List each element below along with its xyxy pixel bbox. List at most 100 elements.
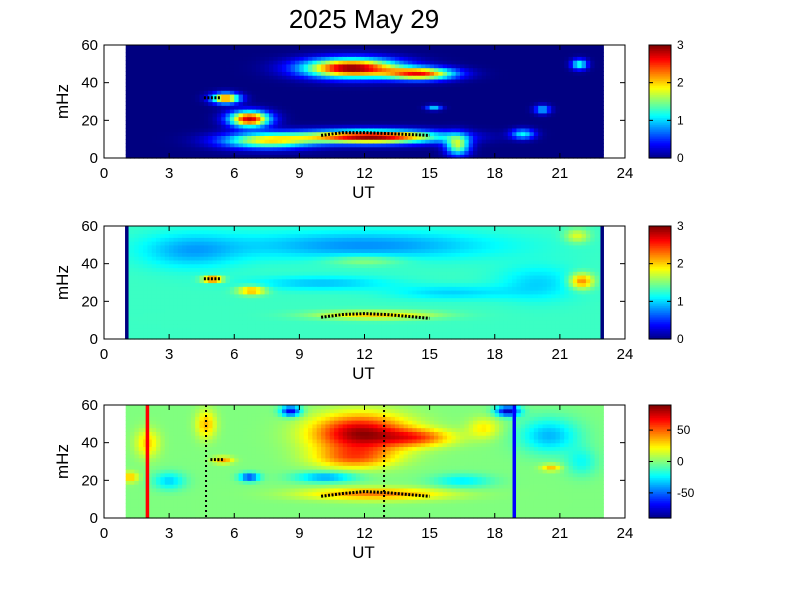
heatmap-cell (130, 335, 135, 340)
heatmap-cell (282, 139, 287, 144)
heatmap-cell (433, 78, 439, 84)
heatmap-cell (195, 274, 201, 280)
heatmap-cell (130, 282, 135, 287)
heatmap-cell (156, 82, 162, 88)
heatmap-cell (299, 97, 305, 103)
heatmap-cell (373, 124, 379, 129)
heatmap-cell (282, 48, 287, 54)
heatmap-cell (308, 237, 313, 242)
heatmap-cell (225, 86, 231, 91)
heatmap-cell (186, 116, 192, 121)
heatmap-cell (486, 139, 492, 144)
heatmap-cell (147, 305, 153, 310)
heatmap-cell (334, 297, 340, 302)
heatmap-cell (585, 45, 591, 50)
heatmap-cell (221, 229, 227, 235)
heatmap-cell (303, 229, 309, 235)
heatmap-cell (499, 101, 505, 106)
heatmap-cell (130, 60, 135, 65)
heatmap-cell (225, 142, 231, 148)
heatmap-cell (373, 105, 379, 110)
heatmap-cell (316, 263, 322, 269)
heatmap-cell (334, 320, 340, 325)
heatmap-cell (260, 82, 266, 88)
heatmap-cell (373, 48, 379, 54)
heatmap-cell (173, 56, 179, 61)
heatmap-cell (451, 154, 457, 159)
heatmap-cell (342, 105, 348, 110)
heatmap-cell (373, 150, 379, 155)
heatmap-cell (264, 331, 270, 336)
heatmap-cell (130, 327, 135, 333)
heatmap-cell (529, 93, 535, 99)
heatmap-cell (486, 56, 492, 61)
heatmap-cell (190, 320, 196, 325)
heatmap-cell (216, 327, 222, 333)
heatmap-cell (299, 282, 305, 287)
heatmap-cell (195, 146, 201, 152)
heatmap-cell (525, 82, 531, 88)
heatmap-cell (299, 124, 305, 129)
heatmap-cell (473, 97, 478, 103)
heatmap-cell (134, 116, 140, 121)
heatmap-cell (186, 237, 192, 242)
heatmap-cell (325, 150, 331, 155)
heatmap-cell (268, 290, 274, 295)
heatmap-cell (460, 97, 465, 103)
heatmap-cell (299, 135, 305, 140)
heatmap-cell (173, 256, 179, 261)
heatmap-cell (208, 127, 214, 133)
heatmap-cell (242, 124, 248, 129)
heatmap-cell (338, 139, 344, 144)
heatmap-cell (490, 75, 496, 80)
heatmap-cell (312, 82, 318, 88)
heatmap-cell (130, 286, 135, 291)
heatmap-cell (156, 274, 162, 280)
heatmap-cell (559, 116, 565, 121)
heatmap-cell (312, 312, 318, 317)
heatmap-cell (208, 116, 214, 121)
heatmap-cell (173, 86, 179, 91)
heatmap-cell (399, 90, 405, 95)
heatmap-cell (308, 105, 313, 110)
heatmap-cell (559, 101, 565, 106)
heatmap-cell (164, 154, 170, 159)
heatmap-cell (546, 97, 552, 103)
heatmap-cell (568, 97, 574, 103)
heatmap-cell (507, 120, 513, 125)
heatmap-cell (160, 78, 166, 84)
heatmap-cell (559, 86, 565, 91)
heatmap-cell (425, 82, 431, 88)
heatmap-cell (190, 256, 196, 261)
heatmap-cell (590, 67, 596, 72)
heatmap-cell (590, 150, 596, 155)
heatmap-cell (143, 75, 149, 80)
colorbar-step (649, 145, 671, 149)
heatmap-cell (238, 312, 244, 317)
heatmap-cell (247, 301, 253, 306)
heatmap-cell (264, 150, 270, 155)
heatmap-cell (516, 112, 522, 118)
heatmap-cell (290, 233, 296, 238)
heatmap-cell (242, 301, 248, 306)
heatmap-cell (355, 71, 361, 76)
heatmap-cell (160, 71, 166, 76)
heatmap-cell (364, 124, 370, 129)
heatmap-cell (134, 105, 140, 110)
heatmap-cell (277, 124, 283, 129)
heatmap-cell (386, 135, 392, 140)
heatmap-cell (260, 52, 266, 57)
heatmap-cell (195, 301, 201, 306)
heatmap-cell (208, 71, 214, 76)
heatmap-cell (316, 135, 322, 140)
heatmap-cell (516, 52, 522, 57)
heatmap-cell (394, 86, 400, 91)
heatmap-cell (295, 248, 300, 253)
heatmap-cell (386, 60, 392, 65)
heatmap-cell (399, 82, 405, 88)
heatmap-cell (212, 52, 218, 57)
heatmap-cell (442, 78, 448, 84)
heatmap-cell (433, 120, 439, 125)
heatmap-cell (229, 259, 235, 265)
heatmap-cell (147, 259, 153, 265)
